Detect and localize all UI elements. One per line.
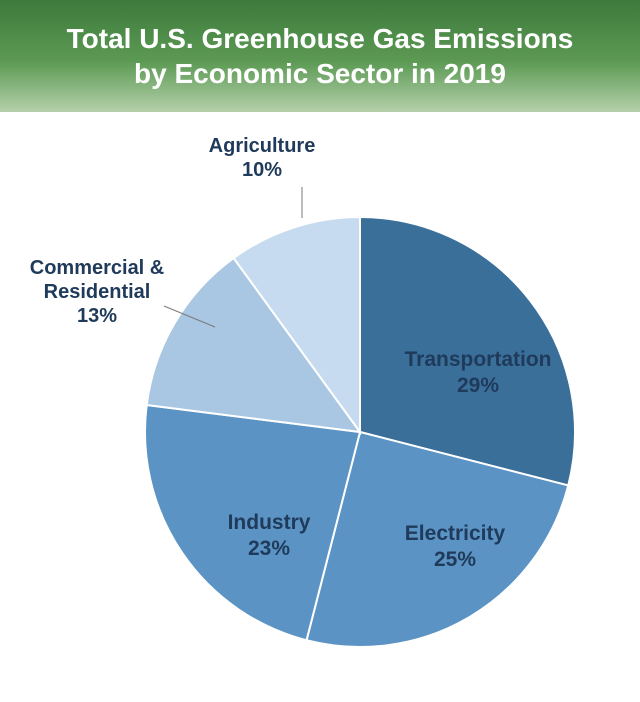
title-line-1: Total U.S. Greenhouse Gas Emissions (67, 23, 574, 54)
pie-chart: Transportation29%Electricity25%Industry2… (0, 112, 640, 702)
external-label: Commercial &Residential13% (30, 257, 165, 327)
title-bar: Total U.S. Greenhouse Gas Emissions by E… (0, 0, 640, 112)
chart-title: Total U.S. Greenhouse Gas Emissions by E… (67, 21, 574, 91)
pie-chart-svg: Transportation29%Electricity25%Industry2… (0, 112, 640, 702)
title-line-2: by Economic Sector in 2019 (134, 58, 506, 89)
external-label: Agriculture10% (209, 135, 316, 181)
